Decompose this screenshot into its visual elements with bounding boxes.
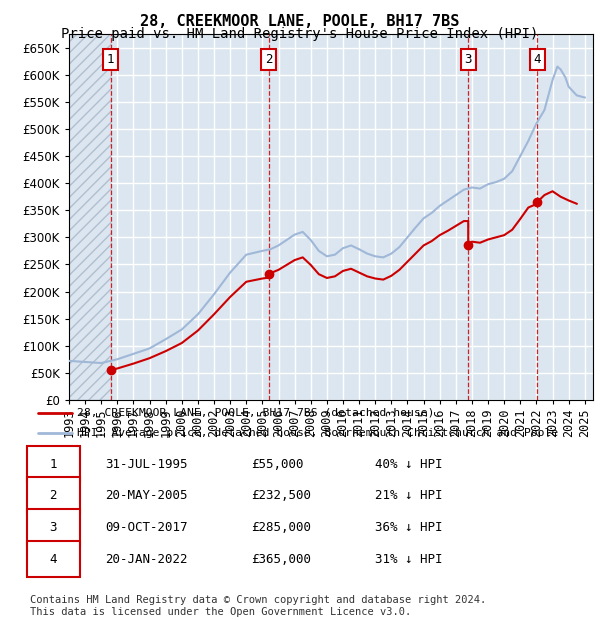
Text: 2: 2	[50, 489, 57, 502]
Text: 20-MAY-2005: 20-MAY-2005	[106, 489, 188, 502]
Text: 1: 1	[107, 53, 115, 66]
Text: 3: 3	[464, 53, 472, 66]
FancyBboxPatch shape	[27, 508, 80, 544]
Text: Price paid vs. HM Land Registry's House Price Index (HPI): Price paid vs. HM Land Registry's House …	[61, 27, 539, 41]
Text: 3: 3	[50, 521, 57, 534]
Text: 36% ↓ HPI: 36% ↓ HPI	[375, 521, 442, 534]
Text: 2: 2	[265, 53, 272, 66]
FancyBboxPatch shape	[27, 446, 80, 482]
Text: 4: 4	[50, 552, 57, 565]
Text: 31% ↓ HPI: 31% ↓ HPI	[375, 552, 442, 565]
Text: £285,000: £285,000	[251, 521, 311, 534]
Text: 20-JAN-2022: 20-JAN-2022	[106, 552, 188, 565]
Text: 1: 1	[50, 458, 57, 471]
Text: £365,000: £365,000	[251, 552, 311, 565]
Text: 40% ↓ HPI: 40% ↓ HPI	[375, 458, 442, 471]
Text: 09-OCT-2017: 09-OCT-2017	[106, 521, 188, 534]
Text: £55,000: £55,000	[251, 458, 304, 471]
Text: 21% ↓ HPI: 21% ↓ HPI	[375, 489, 442, 502]
Text: 31-JUL-1995: 31-JUL-1995	[106, 458, 188, 471]
FancyBboxPatch shape	[27, 477, 80, 513]
Text: £232,500: £232,500	[251, 489, 311, 502]
Text: 28, CREEKMOOR LANE, POOLE, BH17 7BS (detached house): 28, CREEKMOOR LANE, POOLE, BH17 7BS (det…	[77, 408, 435, 418]
Text: 28, CREEKMOOR LANE, POOLE, BH17 7BS: 28, CREEKMOOR LANE, POOLE, BH17 7BS	[140, 14, 460, 29]
Text: Contains HM Land Registry data © Crown copyright and database right 2024.
This d: Contains HM Land Registry data © Crown c…	[30, 595, 486, 617]
Bar	[69, 34, 110, 400]
Text: 4: 4	[533, 53, 541, 66]
Text: HPI: Average price, detached house, Bournemouth Christchurch and Poole: HPI: Average price, detached house, Bour…	[77, 428, 559, 438]
FancyBboxPatch shape	[27, 541, 80, 577]
